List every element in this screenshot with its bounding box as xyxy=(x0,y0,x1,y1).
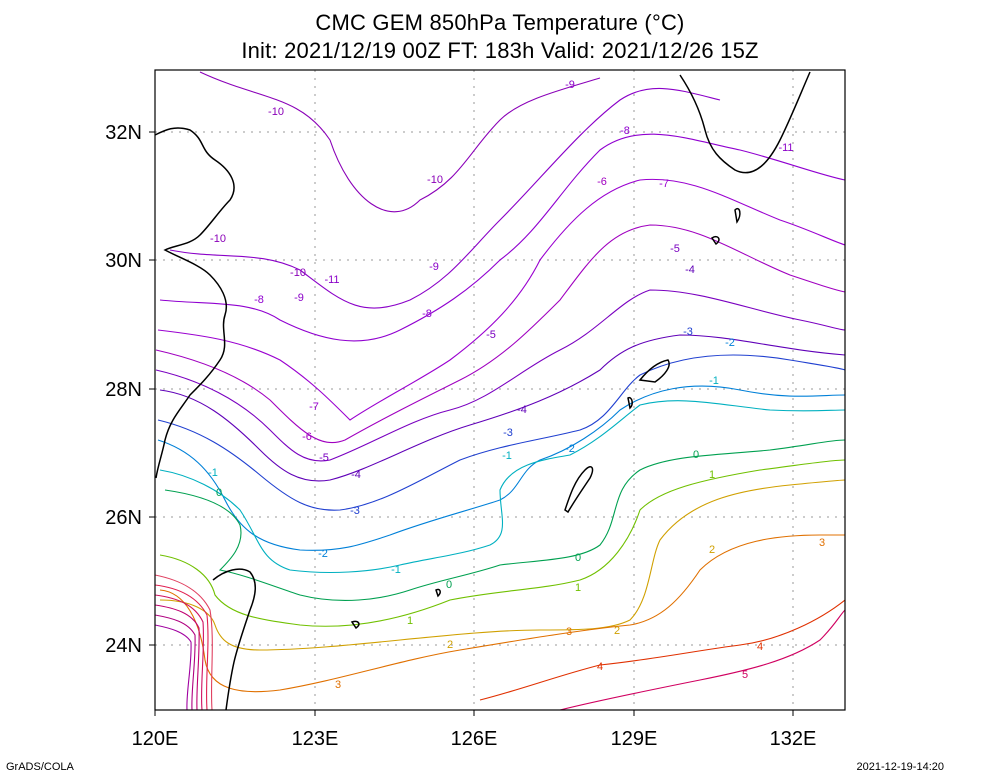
contour-label: 2 xyxy=(709,544,715,556)
contour-label: -2 xyxy=(565,443,575,455)
okinawa-island xyxy=(564,466,594,514)
contour-label: -2 xyxy=(318,548,328,560)
contour-label: -5 xyxy=(319,452,329,464)
island-2 xyxy=(350,620,360,630)
contour-4 xyxy=(479,599,845,701)
contour-label: -9 xyxy=(565,79,575,91)
contour-label: -10 xyxy=(268,106,284,118)
contour-label: -11 xyxy=(778,142,793,154)
axis-ticks xyxy=(149,131,794,716)
contour-label: 0 xyxy=(446,579,452,591)
contour-label: 3 xyxy=(819,537,825,549)
contour-label: 0 xyxy=(693,449,699,461)
island-5 xyxy=(734,208,741,224)
lat-tick-label: 26N xyxy=(105,507,142,529)
lon-tick-label: 126E xyxy=(451,728,498,750)
contour-label: -11 xyxy=(324,274,339,286)
contour-label: -10 xyxy=(210,233,226,245)
lat-tick-label: 24N xyxy=(105,635,142,657)
island-3 xyxy=(627,396,633,410)
contour-label: 5 xyxy=(742,669,748,681)
contour-label: -5 xyxy=(670,243,680,255)
contour-label: 4 xyxy=(757,641,763,653)
contour-0 xyxy=(164,439,845,601)
contour-label: 2 xyxy=(614,625,620,637)
lat-tick-label: 32N xyxy=(105,122,142,144)
taiwan-gradient-contours xyxy=(155,574,213,710)
contour-minus9 xyxy=(169,87,721,309)
contour-minus3 xyxy=(157,354,845,511)
contour-label: -4 xyxy=(351,469,361,481)
contour-label: -1 xyxy=(391,564,401,576)
island-1 xyxy=(435,588,441,598)
contour-minus10 xyxy=(199,71,601,213)
kyushu-coast xyxy=(679,71,811,174)
lon-tick-label: 129E xyxy=(611,728,658,750)
contour-label: -3 xyxy=(683,326,693,338)
contour-label: -4 xyxy=(517,404,527,416)
contour-label: 1 xyxy=(575,582,581,594)
contour-label: -5 xyxy=(486,329,496,341)
lat-tick-label: 30N xyxy=(105,250,142,272)
map-title: CMC GEM 850hPa Temperature (°C) xyxy=(315,10,685,35)
contour-label: 2 xyxy=(447,639,453,651)
contour-minus7 xyxy=(157,178,845,421)
lon-tick-label: 132E xyxy=(770,728,817,750)
china-coast xyxy=(154,127,235,479)
contour-5 xyxy=(559,609,845,710)
contour-minus4 xyxy=(159,334,845,482)
taiwan-coast xyxy=(212,568,256,711)
contour-label: 4 xyxy=(597,661,603,673)
contour-minus1 xyxy=(159,400,845,574)
lon-tick-label: 120E xyxy=(132,728,179,750)
map-frame xyxy=(154,69,846,711)
island-4 xyxy=(710,235,720,246)
contour-label: 0 xyxy=(216,487,222,499)
contour-label: -1 xyxy=(709,375,719,387)
map-subtitle: Init: 2021/12/19 00Z FT: 183h Valid: 202… xyxy=(241,38,759,63)
contour-minus6 xyxy=(155,224,845,444)
contour-label: 0 xyxy=(575,552,581,564)
contour-label: 1 xyxy=(407,615,413,627)
lat-tick-label: 28N xyxy=(105,379,142,401)
contour-label: -2 xyxy=(725,337,735,349)
contour-label: -6 xyxy=(302,431,312,443)
contour-label: -10 xyxy=(290,267,306,279)
amami-island xyxy=(638,359,670,383)
footer-right: 2021-12-19-14:20 xyxy=(856,761,944,773)
contour-minus5 xyxy=(155,289,845,462)
contour-minus8 xyxy=(159,133,845,342)
contour-label: 1 xyxy=(709,469,715,481)
contour-label: -1 xyxy=(502,450,512,462)
contour-label: -7 xyxy=(309,401,319,413)
contour-label: -4 xyxy=(685,264,695,276)
contour-label: -9 xyxy=(429,261,439,273)
contour-label: 3 xyxy=(566,626,572,638)
contour-label: -6 xyxy=(597,176,607,188)
contour-label: -3 xyxy=(350,505,360,517)
contour-1 xyxy=(159,459,845,627)
contour-label: -8 xyxy=(620,125,630,137)
contour-minus2 xyxy=(157,385,845,551)
coastlines xyxy=(154,71,811,711)
contour-label: -9 xyxy=(294,292,304,304)
contour-2 xyxy=(159,479,845,651)
footer-left: GrADS/COLA xyxy=(6,761,74,773)
contour-label: -8 xyxy=(254,294,264,306)
contour-label: -8 xyxy=(422,308,432,320)
contour-label: -10 xyxy=(427,174,443,186)
contour-label: 3 xyxy=(335,679,341,691)
contour-label: -3 xyxy=(503,427,513,439)
contour-label: -1 xyxy=(208,467,218,479)
lon-tick-label: 123E xyxy=(292,728,339,750)
contour-label: -7 xyxy=(659,178,669,190)
